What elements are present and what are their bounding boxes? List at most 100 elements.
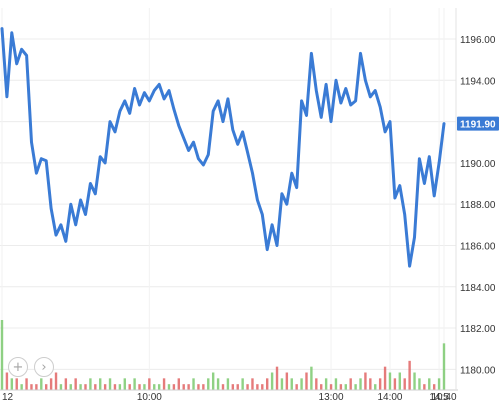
- y-tick-label: 1186.00: [460, 241, 496, 252]
- volume-bar: [5, 372, 9, 390]
- y-tick-label: 1180.00: [460, 365, 496, 376]
- volume-bar: [241, 378, 244, 390]
- line-layer: [0, 27, 446, 268]
- volume-bar: [20, 384, 23, 390]
- last-price-layer: 1191.90: [457, 116, 499, 131]
- volume-bar: [35, 384, 38, 390]
- y-tick-label: 1194.00: [460, 76, 496, 87]
- volume-bar: [197, 384, 200, 390]
- volume-bar: [138, 384, 141, 390]
- volume-bar: [231, 384, 235, 390]
- volume-bar: [94, 384, 97, 390]
- volume-bar: [177, 378, 180, 390]
- volume-bar: [79, 384, 82, 390]
- y-tick-label: 1188.00: [460, 200, 496, 211]
- volume-bar: [285, 372, 289, 390]
- volume-bar: [290, 378, 293, 390]
- zoom-in-button[interactable]: +: [8, 357, 28, 377]
- volume-bar: [246, 384, 249, 390]
- volume-bar: [408, 360, 411, 390]
- volume-bar: [202, 384, 205, 390]
- axis-layer: 1180.00 1182.00 1184.00 1186.00 1188.00 1190.…: [0, 8, 496, 402]
- volume-bar: [40, 378, 43, 390]
- volume-bar: [49, 378, 53, 390]
- volume-bar: [349, 378, 352, 390]
- volume-bar: [418, 378, 421, 390]
- last-price-label: 1191.90: [460, 120, 496, 131]
- volume-bar: [25, 378, 28, 390]
- price-series-line: [0, 27, 446, 268]
- volume-bar: [334, 378, 338, 390]
- volume-bar: [344, 384, 347, 390]
- volume-bar: [275, 366, 279, 390]
- volume-bar: [64, 378, 68, 390]
- volume-bar: [437, 378, 441, 390]
- volume-bar: [172, 384, 176, 390]
- volume-bar: [329, 384, 333, 390]
- volume-bar: [320, 384, 323, 390]
- volume-bar: [59, 384, 63, 390]
- volume-bar: [339, 384, 343, 390]
- volume-bar: [10, 378, 14, 390]
- volume-bar: [413, 372, 416, 390]
- volume-bar: [354, 384, 357, 390]
- volume-bar: [103, 384, 107, 390]
- volume-bar: [428, 378, 431, 390]
- volume-bar: [143, 384, 146, 390]
- x-tick-label: 10:00: [137, 392, 162, 402]
- volume-bar: [162, 378, 166, 390]
- volume-bar: [69, 384, 72, 390]
- volume-bar: [192, 378, 195, 390]
- volume-bar: [398, 372, 401, 390]
- volume-bar: [378, 378, 382, 390]
- volume-bar: [89, 378, 92, 390]
- volume-bar: [359, 378, 362, 390]
- volume-bar: [157, 384, 161, 390]
- volume-bar: [99, 378, 102, 390]
- volume-bar: [54, 372, 58, 390]
- volume-bar: [442, 343, 446, 390]
- volume-bar: [207, 378, 210, 390]
- volume-bar: [15, 378, 18, 390]
- y-tick-label: 1182.00: [460, 324, 496, 335]
- volume-bar: [266, 378, 269, 390]
- volume-bar: [256, 384, 259, 390]
- grid-layer: [0, 8, 456, 390]
- volume-bar: [221, 384, 225, 390]
- y-tick-label: 1196.00: [460, 35, 496, 46]
- volume-bar: [123, 378, 126, 390]
- volume-bar: [113, 384, 117, 390]
- volume-bar: [187, 384, 190, 390]
- volume-bar: [153, 384, 156, 390]
- volume-bar: [270, 372, 274, 390]
- volume-bar: [108, 378, 112, 390]
- volume-bar: [403, 378, 406, 390]
- volume-bar: [393, 378, 397, 390]
- volume-bar: [369, 378, 372, 390]
- volume-bar: [300, 378, 303, 390]
- volume-bar: [388, 372, 392, 390]
- volume-bar: [261, 384, 264, 390]
- x-tick-label: 13:00: [319, 392, 344, 402]
- volume-bar: [74, 378, 77, 390]
- volume-bar: [133, 378, 136, 390]
- volume-bar: [280, 378, 284, 390]
- zoom-out-button[interactable]: ›: [34, 357, 54, 377]
- last-price-badge: [457, 116, 499, 131]
- volume-bar: [305, 372, 308, 390]
- volume-bar: [45, 384, 48, 390]
- volume-bar: [0, 320, 4, 390]
- volume-layer: [0, 320, 446, 390]
- volume-bar: [226, 378, 230, 390]
- x-tick-label: 10:40: [431, 392, 456, 402]
- volume-bar: [251, 378, 254, 390]
- volume-bar: [383, 366, 387, 390]
- volume-bar: [167, 384, 171, 390]
- y-tick-label: 1184.00: [460, 283, 496, 294]
- x-tick-label: 14:5: [429, 392, 449, 402]
- x-tick-label: 12: [2, 392, 14, 402]
- volume-bar: [148, 378, 151, 390]
- volume-bar: [128, 384, 131, 390]
- volume-bar: [374, 384, 377, 390]
